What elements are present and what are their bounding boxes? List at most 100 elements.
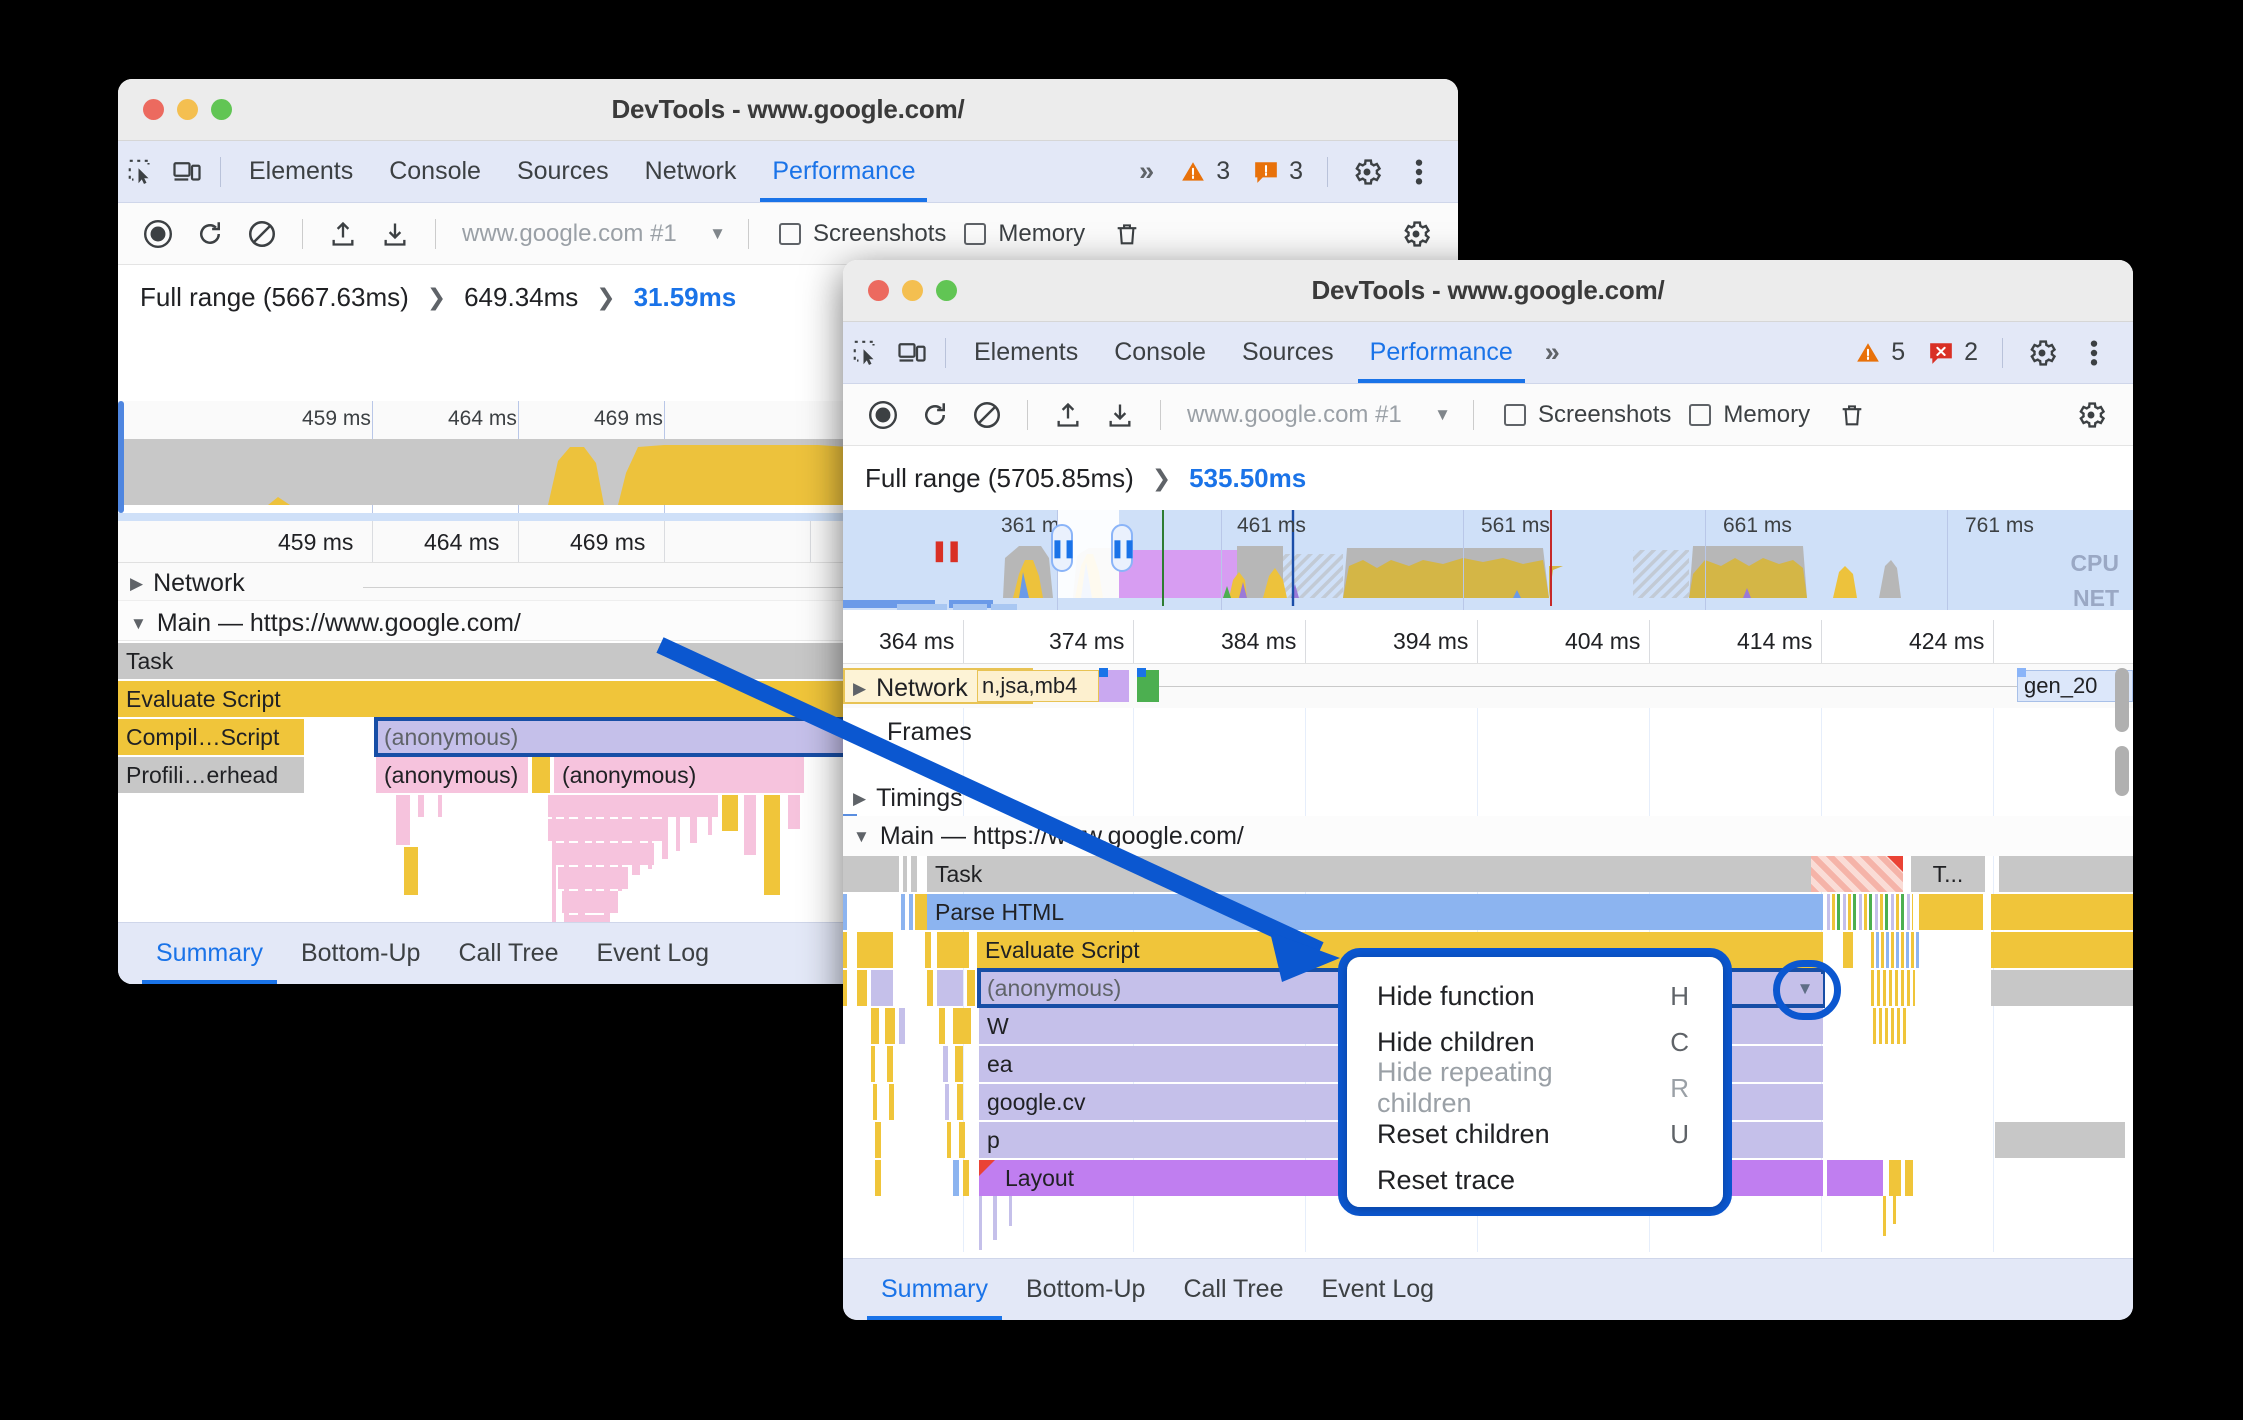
front-trace-select[interactable]: www.google.com #1 ▼ [1177, 401, 1457, 429]
front-bottom-tab-summary[interactable]: Summary [865, 1259, 1004, 1320]
front-breadcrumb-full-range[interactable]: Full range (5705.85ms) [865, 462, 1134, 493]
device-toolbar-icon-front[interactable] [889, 333, 935, 373]
overview-left-resize-handle[interactable]: ❚❚ [1050, 524, 1077, 572]
gear-icon-front[interactable] [2019, 333, 2065, 373]
front-breadcrumb[interactable]: Full range (5705.85ms) ❯ 535.50ms [843, 446, 2133, 510]
front-track-network[interactable]: ▶ Network [853, 674, 968, 703]
flame-bar-task-right[interactable]: T... [1911, 856, 1985, 892]
breadcrumb-full-range[interactable]: Full range (5667.63ms) [140, 281, 409, 312]
clear-icon[interactable] [238, 212, 286, 256]
issues-badge[interactable]: 3 [1244, 157, 1311, 186]
front-bottom-tab-call-tree[interactable]: Call Tree [1183, 1275, 1284, 1303]
bottom-tab-call-tree[interactable]: Call Tree [458, 939, 559, 967]
front-warnings-badge[interactable]: 5 [1846, 338, 1913, 367]
minimize-window-button[interactable] [177, 99, 198, 120]
tab-console[interactable]: Console [389, 157, 481, 185]
menu-item-reset-trace[interactable]: Reset trace [1347, 1157, 1723, 1203]
flame-context-menu[interactable]: Hide function H Hide children C Hide rep… [1347, 957, 1723, 1207]
front-more-tabs-icon[interactable]: » [1544, 337, 1560, 367]
devtools-window-front[interactable]: DevTools - www.google.com/ Elements Cons [843, 260, 2133, 1320]
front-tab-performance[interactable]: Performance [1352, 322, 1531, 383]
more-options-icon[interactable] [1396, 152, 1442, 192]
front-screenshots-checkbox-box[interactable] [1504, 403, 1526, 426]
bottom-tab-event-log[interactable]: Event Log [596, 939, 710, 967]
track-main[interactable]: ▼ Main — https://www.google.com/ [130, 609, 521, 638]
load-profile-icon[interactable] [319, 212, 367, 256]
screenshots-checkbox[interactable]: Screenshots [779, 220, 946, 248]
minimize-window-button-front[interactable] [902, 280, 923, 301]
menu-item-hide-children[interactable]: Hide children C [1347, 1019, 1723, 1065]
more-tabs-icon[interactable]: » [1139, 156, 1154, 186]
save-profile-icon-front[interactable] [1096, 393, 1144, 437]
front-memory-checkbox[interactable]: Memory [1689, 401, 1810, 429]
flame-scrollbar-thumb-1[interactable] [2115, 668, 2129, 732]
device-toolbar-icon[interactable] [164, 152, 210, 192]
record-icon-front[interactable] [859, 393, 907, 437]
front-tab-sources[interactable]: Sources [1241, 338, 1334, 366]
menu-item-hide-function[interactable]: Hide function H [1347, 973, 1723, 1019]
collect-garbage-icon-front[interactable] [1828, 393, 1876, 437]
record-icon[interactable] [134, 212, 182, 256]
front-track-main[interactable]: ▼ Main — https://www.google.com/ [853, 822, 1244, 851]
more-options-icon-front[interactable] [2071, 333, 2117, 373]
reload-and-record-icon-front[interactable] [911, 393, 959, 437]
menu-item-reset-children[interactable]: Reset children U [1347, 1111, 1723, 1157]
inspect-element-icon-front[interactable] [843, 333, 889, 373]
tab-network[interactable]: Network [644, 157, 737, 185]
memory-checkbox-box[interactable] [964, 222, 987, 245]
overview-left-handle[interactable] [118, 401, 124, 513]
tab-sources[interactable]: Sources [516, 157, 609, 185]
front-tab-elements[interactable]: Elements [974, 338, 1079, 366]
close-window-button-front[interactable] [868, 280, 889, 301]
save-profile-icon[interactable] [371, 212, 419, 256]
front-tab-console[interactable]: Console [1114, 338, 1206, 366]
flame-bar-task-front[interactable]: Task [927, 856, 1811, 892]
front-bottom-tab-event-log[interactable]: Event Log [1321, 1275, 1435, 1303]
overview-right-resize-handle[interactable]: ❚❚ [1110, 524, 1137, 572]
front-tab-list[interactable]: Elements Console Sources Performance [956, 322, 1531, 383]
bottom-tab-summary[interactable]: Summary [140, 923, 279, 984]
front-breadcrumb-current[interactable]: 535.50ms [1189, 462, 1307, 493]
flame-bar-compile-script[interactable]: Compil…Script [118, 719, 304, 755]
front-traffic-lights[interactable] [868, 280, 957, 301]
screenshots-checkbox-box[interactable] [779, 222, 801, 245]
tab-elements[interactable]: Elements [249, 157, 354, 185]
network-request-entry-right[interactable]: gen_20 [2017, 670, 2133, 702]
breadcrumb-current[interactable]: 31.59ms [633, 281, 737, 312]
front-memory-checkbox-box[interactable] [1689, 403, 1712, 426]
load-profile-icon-front[interactable] [1044, 393, 1092, 437]
flame-bar-anonymous-2[interactable]: (anonymous) [376, 757, 528, 793]
gear-icon[interactable] [1344, 152, 1390, 192]
clear-icon-front[interactable] [963, 393, 1011, 437]
front-errors-badge[interactable]: 2 [1919, 338, 1986, 367]
flame-bar-anonymous-3[interactable]: (anonymous) [554, 757, 804, 793]
reload-and-record-icon[interactable] [186, 212, 234, 256]
network-request-entry[interactable]: n,jsa,mb4 [977, 670, 1099, 702]
trace-select[interactable]: www.google.com #1 ▼ [452, 220, 732, 248]
front-bottom-tab-bottom-up[interactable]: Bottom-Up [1025, 1275, 1146, 1303]
front-track-timings[interactable]: ▶ Timings [853, 784, 963, 813]
inspect-element-icon[interactable] [118, 152, 164, 192]
collect-garbage-icon[interactable] [1103, 212, 1151, 256]
tab-performance[interactable]: Performance [754, 141, 933, 202]
maximize-window-button-front[interactable] [936, 280, 957, 301]
flame-scrollbar-thumb-2[interactable] [2115, 746, 2129, 796]
close-window-button[interactable] [143, 99, 164, 120]
flame-bar-profiling-overhead[interactable]: Profili…erhead [118, 757, 304, 793]
front-bottom-tabs[interactable]: Summary Bottom-Up Call Tree Event Log [843, 1258, 2133, 1320]
bottom-tab-bottom-up[interactable]: Bottom-Up [300, 939, 421, 967]
capture-settings-gear-icon[interactable] [1392, 212, 1440, 256]
track-network[interactable]: ▶ Network [130, 569, 245, 598]
warnings-badge[interactable]: 3 [1171, 157, 1238, 186]
breadcrumb-step-1[interactable]: 649.34ms [464, 281, 579, 312]
memory-checkbox[interactable]: Memory [964, 220, 1085, 248]
front-track-frames[interactable]: Frames [887, 718, 972, 747]
maximize-window-button[interactable] [211, 99, 232, 120]
front-screenshots-checkbox[interactable]: Screenshots [1504, 401, 1671, 429]
front-capture-settings-gear-icon[interactable] [2067, 393, 2115, 437]
flame-bar-parse-html[interactable]: Parse HTML [927, 894, 1823, 930]
back-tab-list[interactable]: Elements Console Sources Network Perform… [231, 141, 933, 202]
back-traffic-lights[interactable] [143, 99, 232, 120]
front-overview[interactable]: 361 m 461 ms 561 ms 661 ms 761 ms ❚❚ ❚❚ … [843, 510, 2133, 610]
flame-bar-small[interactable] [532, 757, 550, 793]
